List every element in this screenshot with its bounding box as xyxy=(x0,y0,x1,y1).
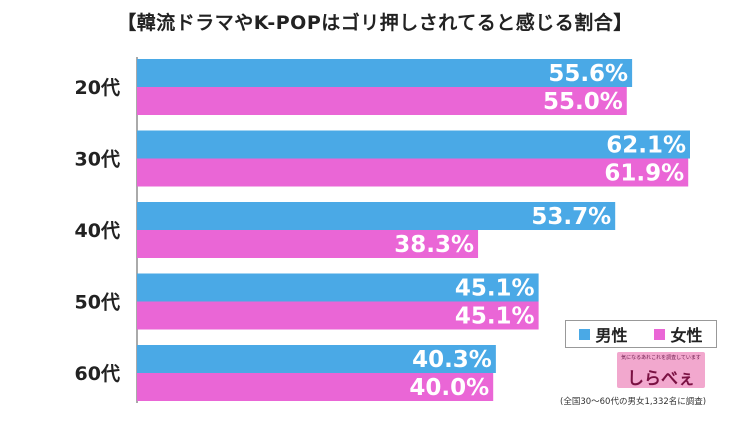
logo-tagline: 気になるあれこれを調査しています xyxy=(621,355,701,361)
legend: 男性 女性 xyxy=(565,320,717,348)
data-label: 45.1% xyxy=(455,304,535,330)
data-label: 61.9% xyxy=(604,161,684,187)
data-label: 38.3% xyxy=(394,232,474,258)
bar-male xyxy=(137,273,539,302)
bar-male xyxy=(137,345,496,373)
legend-swatch-female xyxy=(654,328,666,340)
category-label: 20代 xyxy=(75,77,120,99)
data-label: 45.1% xyxy=(455,276,535,302)
legend-item-male: 男性 xyxy=(579,322,628,346)
sirabee-logo: 気になるあれこれを調査しています しらべぇ xyxy=(617,352,705,388)
category-label: 50代 xyxy=(75,292,120,314)
bar-female xyxy=(137,373,494,401)
survey-footnote: (全国30〜60代の男女1,332名に調査) xyxy=(560,397,707,407)
data-label: 62.1% xyxy=(606,133,686,159)
category-label: 40代 xyxy=(75,220,120,242)
data-label: 55.6% xyxy=(548,61,628,87)
bar-female xyxy=(137,158,689,187)
bar-female xyxy=(137,87,627,115)
legend-label-female: 女性 xyxy=(670,326,703,345)
data-label: 53.7% xyxy=(531,204,611,230)
bar-male xyxy=(137,130,690,159)
bar-male xyxy=(137,202,616,230)
category-label: 30代 xyxy=(75,149,120,171)
bar-female xyxy=(137,230,479,258)
legend-label-male: 男性 xyxy=(595,326,628,345)
bar-male xyxy=(137,59,633,87)
data-label: 40.3% xyxy=(412,347,492,373)
legend-item-female: 女性 xyxy=(654,322,703,346)
data-label: 55.0% xyxy=(543,89,623,115)
logo-wordmark: しらべぇ xyxy=(627,369,695,388)
legend-swatch-male xyxy=(579,328,591,340)
bar-female xyxy=(137,301,539,330)
category-label: 60代 xyxy=(75,363,120,385)
data-label: 40.0% xyxy=(409,375,489,401)
chart-title: 【韓流ドラマやK-POPはゴリ押しされてると感じる割合】 xyxy=(117,12,633,34)
